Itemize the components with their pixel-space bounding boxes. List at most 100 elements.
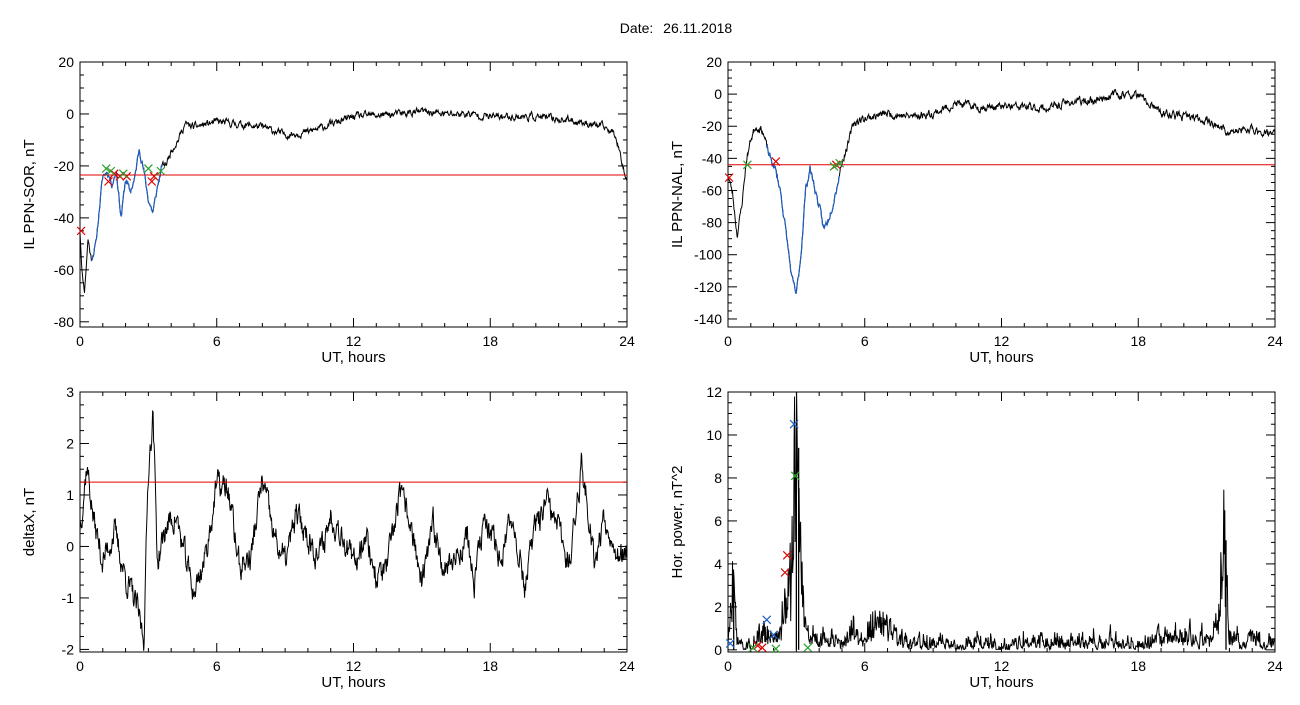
x-axis: 0 6 12 18 24	[76, 62, 635, 349]
y-tick-label: 12	[706, 384, 722, 400]
y-tick-label: -20	[702, 118, 722, 134]
y-tick-label: -40	[54, 210, 74, 226]
x-tick-label: 12	[994, 658, 1010, 674]
y-tick-label: -20	[54, 158, 74, 174]
y-tick-label: -120	[694, 279, 722, 295]
y-tick-label: 8	[714, 470, 722, 486]
x-tick-label: 6	[861, 333, 869, 349]
x-tick-label: 6	[213, 658, 221, 674]
y-axis-label: deltaX, nT	[21, 488, 38, 556]
active-trace-line	[90, 149, 163, 262]
event-marker-green	[835, 158, 845, 168]
x-axis-label: UT, hours	[321, 349, 385, 366]
event-marker-red	[757, 643, 767, 653]
x-axis-label: UT, hours	[321, 674, 385, 691]
y-axis: 0 2 4 6 8 10 12	[706, 384, 1275, 658]
event-marker-green	[829, 161, 839, 171]
date-value: 26.11.2018	[663, 20, 732, 36]
x-tick-label: 18	[482, 333, 498, 349]
x-axis: 0 6 12 18 24	[724, 392, 1283, 674]
x-axis-label: UT, hours	[969, 674, 1033, 691]
y-tick-label: 6	[714, 513, 722, 529]
plot-frame	[727, 391, 1276, 653]
x-tick-label: 12	[346, 333, 362, 349]
event-marker-red	[104, 177, 113, 186]
x-axis: 0 6 12 18 24	[724, 62, 1283, 349]
y-tick-label: 2	[66, 435, 74, 451]
plot-frame	[727, 61, 1276, 328]
panel-sor: 0 6 12 18 24 UT, hours -80 -60 -40 -20 0 20 IL PPN-S…	[21, 54, 635, 366]
y-tick-label: 20	[58, 54, 74, 70]
event-marker-blue	[789, 419, 799, 429]
x-tick-label: 0	[724, 333, 732, 349]
x-axis-label: UT, hours	[969, 349, 1033, 366]
x-tick-label: 6	[213, 333, 221, 349]
y-tick-label: -100	[694, 247, 722, 263]
y-tick-label: 0	[66, 106, 74, 122]
y-tick-label: 0	[714, 642, 722, 658]
x-tick-label: 24	[619, 658, 635, 674]
event-marker-green	[803, 643, 813, 653]
y-tick-label: -80	[54, 314, 74, 330]
active-trace-line	[766, 143, 840, 294]
x-tick-label: 0	[724, 658, 732, 674]
y-tick-label: 0	[714, 86, 722, 102]
x-tick-label: 12	[346, 658, 362, 674]
event-marker-green	[771, 644, 781, 654]
y-tick-label: 2	[714, 599, 722, 615]
event-marker-green	[101, 164, 111, 173]
date-label: Date:	[620, 20, 653, 36]
x-tick-label: 24	[1267, 333, 1283, 349]
x-tick-label: 18	[1130, 658, 1146, 674]
y-tick-label: -80	[702, 215, 722, 231]
event-marker-red	[76, 226, 86, 236]
y-tick-label: -60	[702, 182, 722, 198]
plot-frame	[79, 61, 628, 328]
plot-frame	[79, 391, 628, 653]
event-marker-blue	[725, 638, 735, 648]
event-marker-red	[780, 568, 790, 577]
y-axis: -2 -1 0 1 2 3	[62, 384, 627, 657]
y-tick-label: -60	[54, 262, 74, 278]
date-title: Date: 26.11.2018	[620, 20, 733, 36]
y-axis: -80 -60 -40 -20 0 20	[54, 54, 627, 330]
y-tick-label: 1	[66, 487, 74, 503]
y-tick-label: 10	[706, 427, 722, 443]
y-tick-label: 4	[714, 556, 722, 572]
x-tick-label: 0	[76, 333, 84, 349]
y-axis-label: Hor. power, nT^2	[669, 466, 686, 579]
event-marker-red	[782, 550, 792, 560]
event-marker-green	[143, 164, 153, 173]
y-tick-label: -1	[62, 590, 75, 606]
y-tick-label: -40	[702, 150, 722, 166]
trace-line	[727, 88, 1276, 294]
y-tick-label: -140	[694, 311, 722, 327]
event-marker-green	[790, 471, 800, 481]
event-marker-green	[156, 166, 166, 176]
event-marker-green	[742, 160, 752, 170]
event-marker-green	[118, 169, 128, 179]
event-marker-red	[753, 641, 763, 650]
y-tick-label: -2	[62, 641, 75, 657]
x-tick-label: 24	[1267, 658, 1283, 674]
x-tick-label: 0	[76, 658, 84, 674]
event-marker-red	[149, 171, 159, 181]
y-tick-label: 0	[66, 538, 74, 554]
event-marker-red	[147, 177, 157, 186]
event-marker-blue	[762, 615, 772, 625]
event-marker-red	[771, 157, 781, 167]
y-axis-label: IL PPN-SOR, nT	[21, 139, 38, 249]
x-tick-label: 18	[1130, 333, 1146, 349]
y-tick-label: 3	[66, 384, 74, 400]
x-tick-label: 18	[482, 658, 498, 674]
x-tick-label: 6	[861, 658, 869, 674]
event-marker-green	[748, 643, 758, 653]
panel-nal: 0 6 12 18 24 UT, hours -140 -120 -100 -80 -60 -40 -2…	[669, 54, 1283, 366]
event-marker-blue	[769, 630, 779, 640]
y-axis: -140 -120 -100 -80 -60 -40 -20 0 20	[694, 54, 1275, 328]
trace-line	[79, 106, 627, 293]
event-marker-green	[106, 166, 116, 176]
